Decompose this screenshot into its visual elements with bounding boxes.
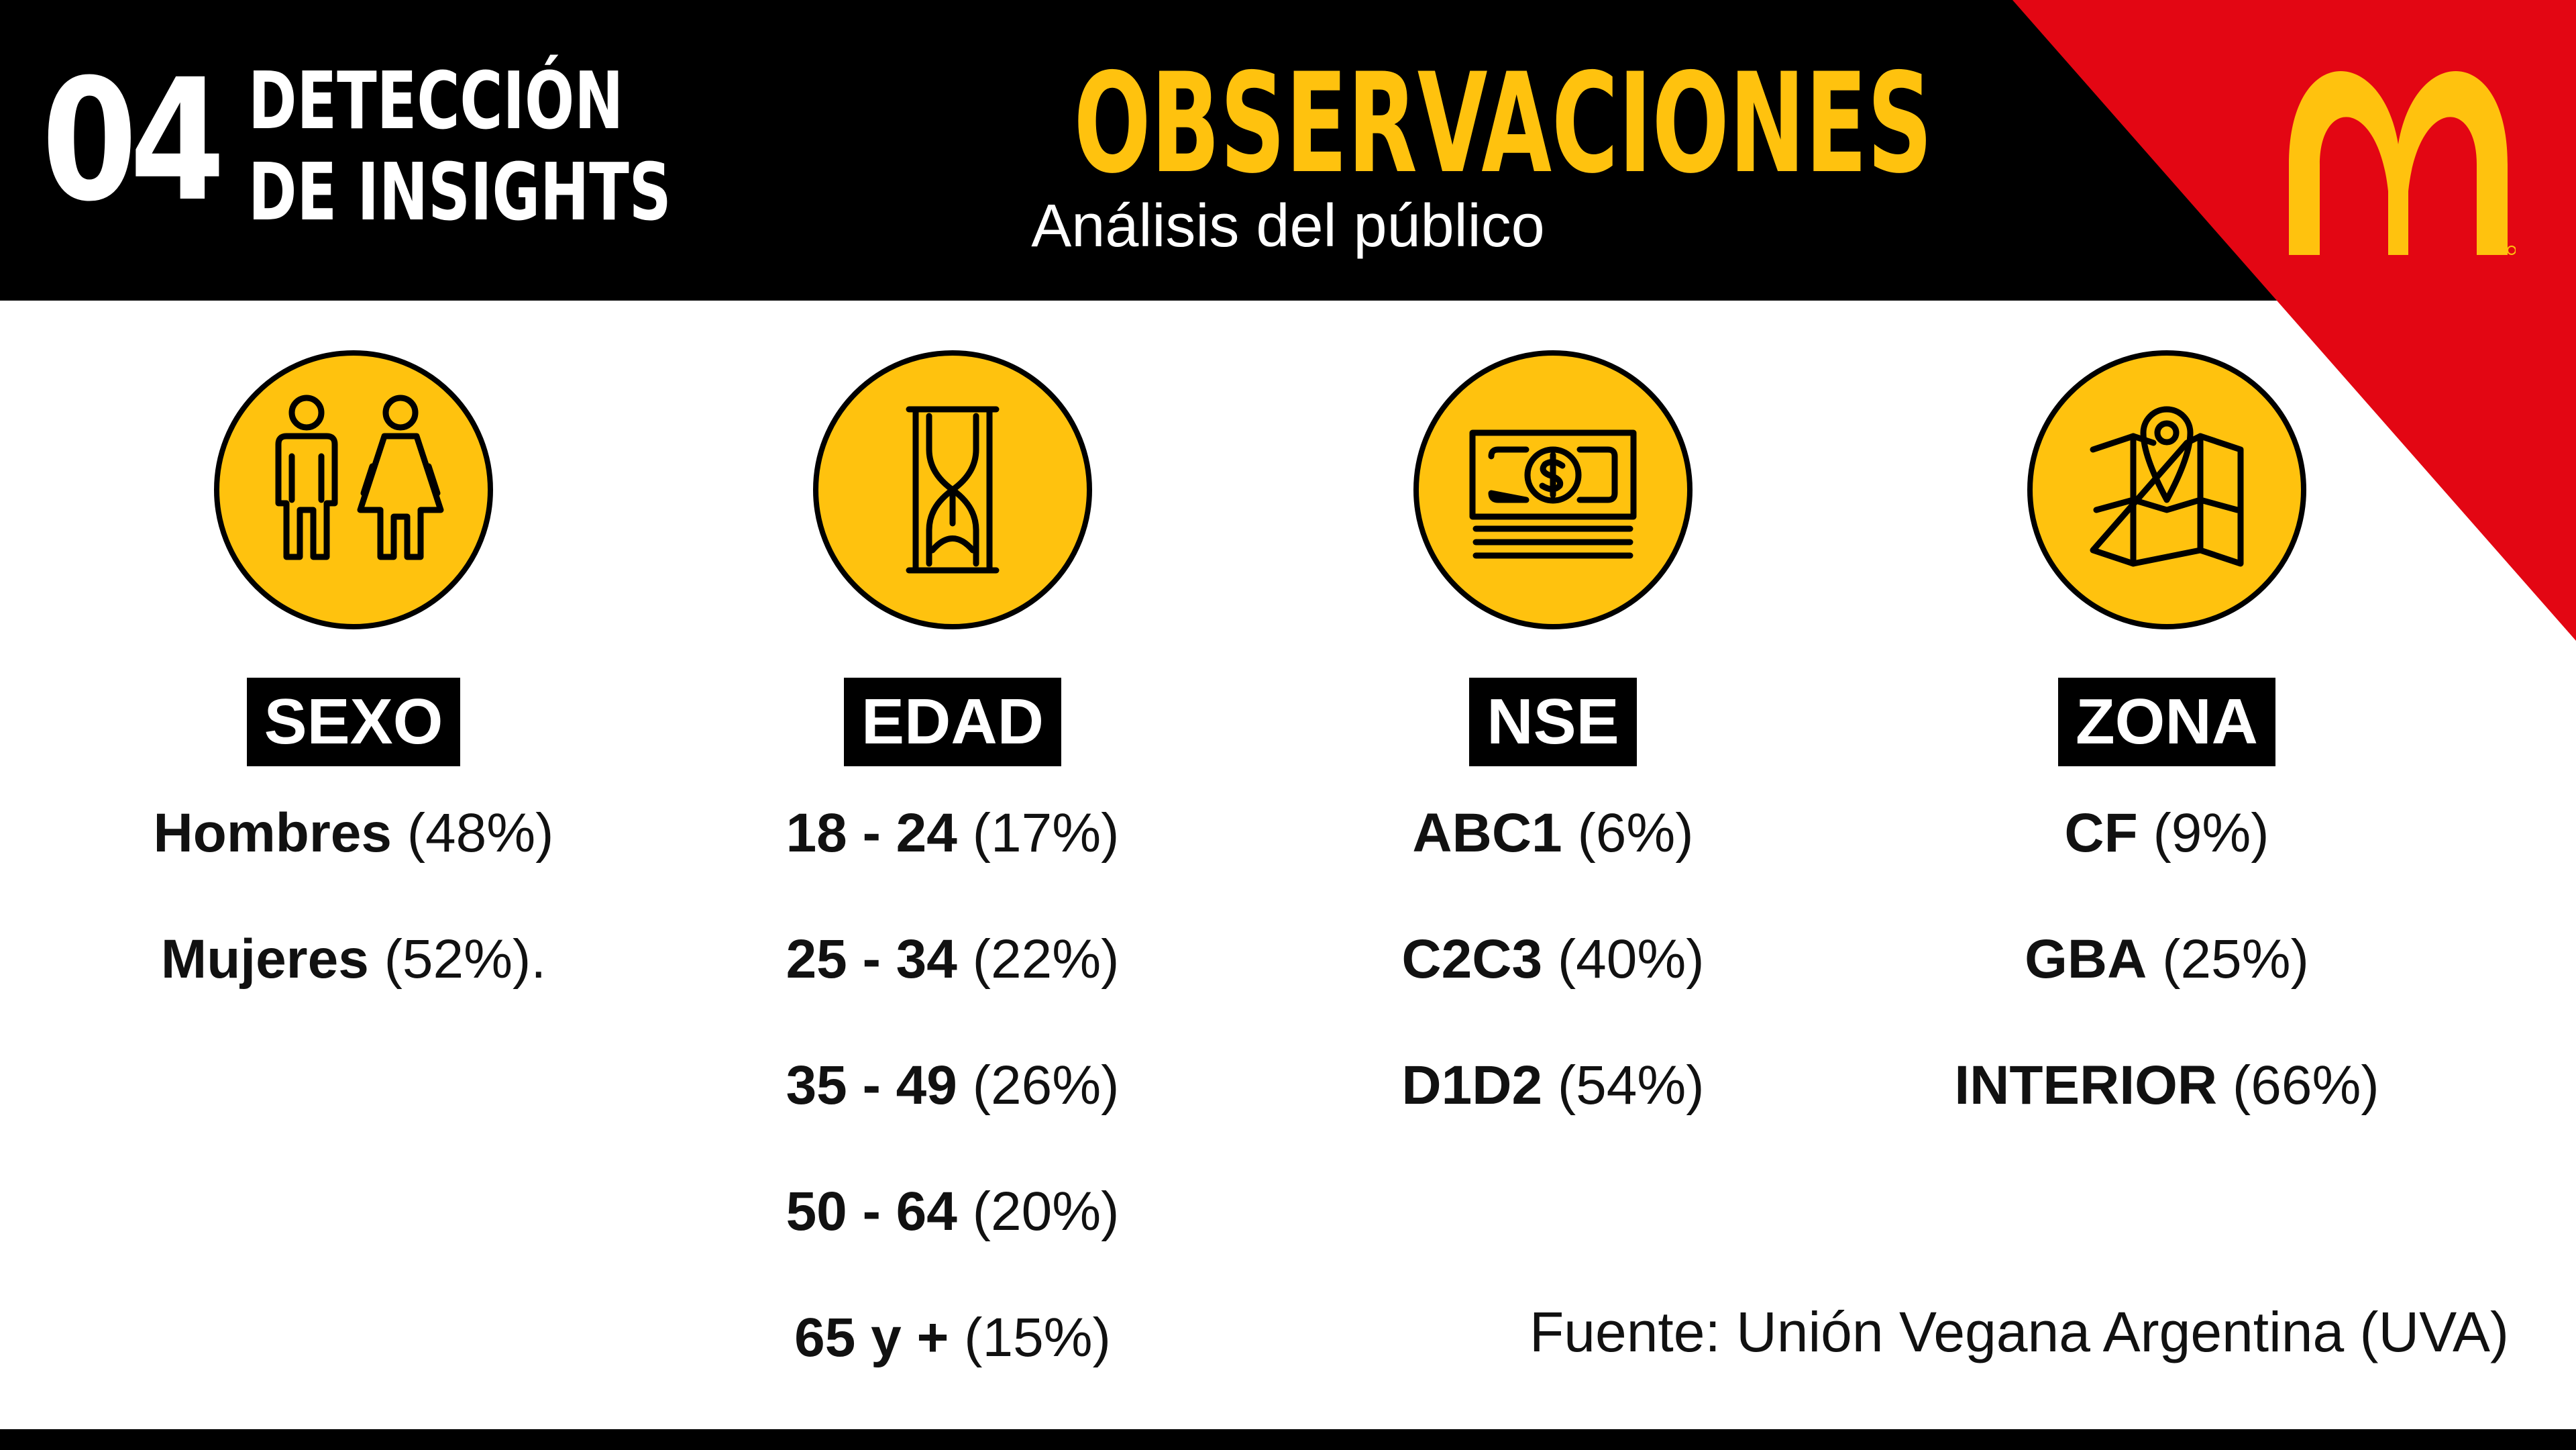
source-note: Fuente: Unión Vegana Argentina (UVA) bbox=[1529, 1300, 2509, 1363]
item-value: (20%) bbox=[972, 1181, 1120, 1242]
item-name: 18 - 24 bbox=[786, 802, 957, 864]
list-item: INTERIOR (66%) bbox=[1865, 1052, 2469, 1178]
item-name: Mujeres bbox=[160, 929, 369, 990]
item-value: (40%) bbox=[1557, 929, 1705, 990]
category-label: EDAD bbox=[843, 678, 1061, 766]
section-name-line1: DETECCIÓN bbox=[248, 54, 624, 147]
page-title: OBSERVACIONES bbox=[1073, 44, 1933, 204]
item-value: (25%) bbox=[2162, 929, 2309, 990]
list-item: ABC1 (6%) bbox=[1251, 800, 1855, 926]
list-item: CF (9%) bbox=[1865, 800, 2469, 926]
item-name: GBA bbox=[2025, 929, 2147, 990]
item-value: (17%) bbox=[972, 802, 1120, 864]
item-name: 50 - 64 bbox=[786, 1181, 957, 1242]
item-value: (22%) bbox=[972, 929, 1120, 990]
column-edad: EDAD 18 - 24 (17%) 25 - 34 (22%) 35 - 49… bbox=[651, 349, 1254, 1431]
category-label: ZONA bbox=[2058, 678, 2275, 766]
item-value: (48%) bbox=[407, 802, 554, 864]
list-item: Mujeres (52%). bbox=[52, 926, 655, 1052]
list-item: GBA (25%) bbox=[1865, 926, 2469, 1052]
people-icon bbox=[214, 350, 493, 629]
money-icon bbox=[1413, 350, 1693, 629]
item-value: (52%). bbox=[384, 929, 547, 990]
bottom-bar bbox=[0, 1429, 2576, 1450]
column-nse: NSE ABC1 (6%) C2C3 (40%) D1D2 (54%) bbox=[1251, 349, 1855, 1178]
column-zona: ZONA CF (9%) GBA (25%) INTERIOR (66%) bbox=[1865, 349, 2469, 1178]
category-label: SEXO bbox=[246, 678, 461, 766]
column-sexo: SEXO Hombres (48%) Mujeres (52%). bbox=[52, 349, 655, 1052]
item-name: CF bbox=[2064, 802, 2138, 864]
list-item: 35 - 49 (26%) bbox=[651, 1052, 1254, 1178]
list-item: 25 - 34 (22%) bbox=[651, 926, 1254, 1052]
category-label: NSE bbox=[1469, 678, 1637, 766]
item-name: C2C3 bbox=[1401, 929, 1543, 990]
item-name: INTERIOR bbox=[1954, 1055, 2218, 1116]
list-item: Hombres (48%) bbox=[52, 800, 655, 926]
item-name: D1D2 bbox=[1401, 1055, 1543, 1116]
list-item: C2C3 (40%) bbox=[1251, 926, 1855, 1052]
section-number: 04 bbox=[42, 43, 225, 238]
item-value: (15%) bbox=[964, 1307, 1111, 1368]
golden-arches-logo bbox=[2289, 70, 2516, 256]
list-item: 18 - 24 (17%) bbox=[651, 800, 1254, 926]
list-item: 50 - 64 (20%) bbox=[651, 1178, 1254, 1304]
item-value: (66%) bbox=[2232, 1055, 2379, 1116]
item-name: ABC1 bbox=[1412, 802, 1562, 864]
list-item: D1D2 (54%) bbox=[1251, 1052, 1855, 1178]
hourglass-icon bbox=[813, 350, 1092, 629]
item-value: (54%) bbox=[1557, 1055, 1705, 1116]
item-value: (6%) bbox=[1577, 802, 1694, 864]
map-pin-icon bbox=[2027, 350, 2306, 629]
page-subtitle: Análisis del público bbox=[1031, 193, 1545, 260]
item-value: (9%) bbox=[2153, 802, 2269, 864]
item-name: 25 - 34 bbox=[786, 929, 957, 990]
item-name: 35 - 49 bbox=[786, 1055, 957, 1116]
item-name: 65 y + bbox=[794, 1307, 949, 1368]
section-name-line2: DE INSIGHTS bbox=[248, 146, 672, 238]
section-name: DETECCIÓN DE INSIGHTS bbox=[248, 54, 672, 238]
item-value: (26%) bbox=[972, 1055, 1120, 1116]
item-name: Hombres bbox=[153, 802, 392, 864]
list-item: 65 y + (15%) bbox=[651, 1304, 1254, 1431]
